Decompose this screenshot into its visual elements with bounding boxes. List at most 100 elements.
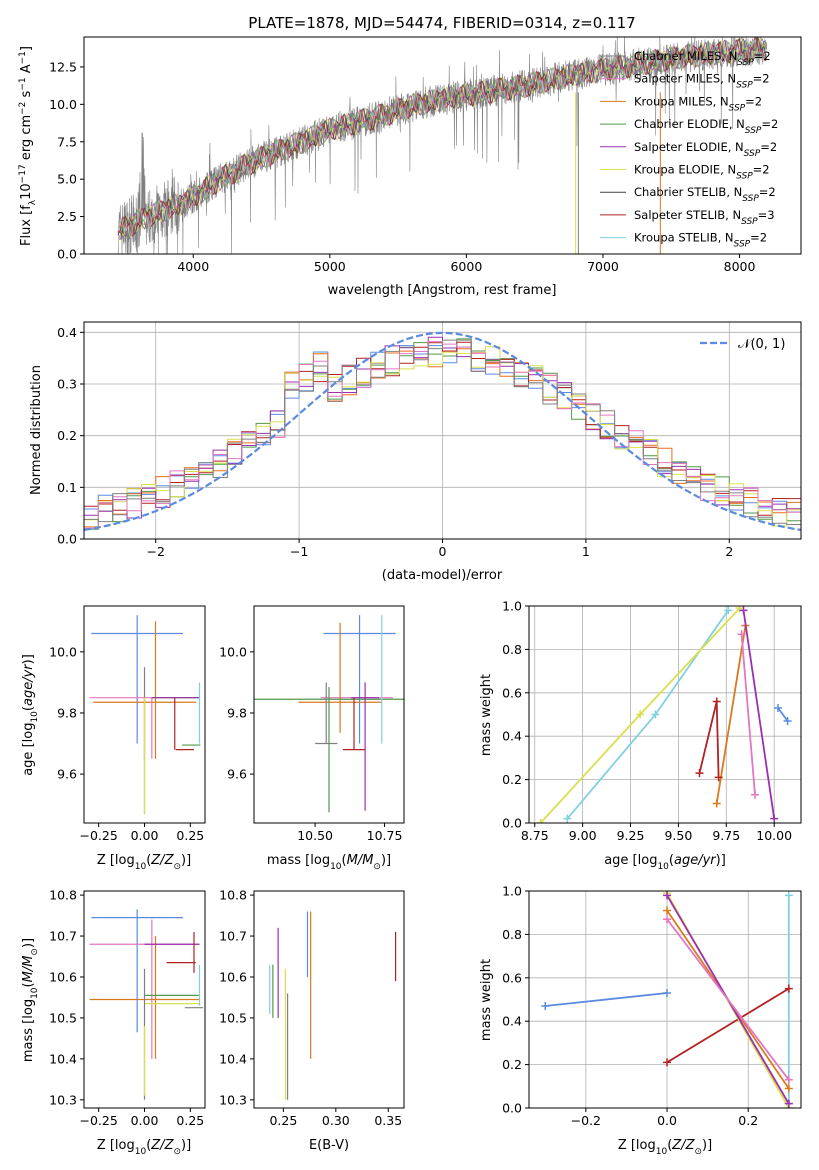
legend-label: Chabrier ELODIE, NSSP=2: [634, 117, 778, 136]
mass-weight-line-7: [698, 701, 720, 778]
y-tick-label: 0.6: [502, 685, 522, 700]
x-tick-label: 0.25: [176, 828, 204, 843]
label-part: =2: [750, 231, 767, 245]
label-part: )]: [702, 1138, 712, 1153]
x-axis-label: E(B-V): [309, 1138, 349, 1153]
mass-weight-marker: [714, 773, 723, 782]
y-tick-label: 1.0: [502, 599, 522, 614]
mass-weight-line-3: [666, 987, 790, 1064]
mass-weight-marker: [663, 906, 672, 915]
label-part: age [log: [21, 723, 36, 776]
axes-frame: [83, 321, 802, 540]
label-part: SSP: [745, 126, 762, 136]
label-part: M/M: [347, 853, 374, 868]
legend-label: Chabrier STELIB, NSSP=2: [634, 185, 776, 204]
mass-weight-line-2: [566, 609, 729, 820]
label-part: ⊙: [373, 862, 381, 872]
y-tick-label: 10.7: [49, 929, 77, 944]
x-tick-label: 2: [725, 544, 733, 559]
mass-weight-line-6: [740, 634, 756, 795]
model-spectrum-9: [117, 39, 767, 238]
y-axis-label: Normed distribution: [29, 365, 44, 495]
panel-4: 10.50 10.75 9.6 9.8 10.0 mass [log10(M/M⊙)]: [219, 605, 405, 872]
mass-weight-marker: [712, 799, 721, 808]
label-part: )]: [716, 853, 726, 868]
axes-frame: [528, 605, 802, 824]
axes-frame: [83, 605, 206, 824]
axes-frame: [253, 605, 405, 824]
y-tick-label: 10.4: [219, 1051, 247, 1066]
x-tick-label: 9.75: [712, 828, 740, 843]
y-tick-label: 10.0: [49, 644, 77, 659]
label-part: Chabrier MILES, N: [634, 49, 737, 63]
label-part: mass [log: [267, 853, 330, 868]
y-axis-label: age [log10(age/yr)]: [21, 654, 40, 776]
y-tick-label: 0.3: [57, 377, 77, 392]
y-tick-label: 0.6: [502, 970, 522, 985]
legend-label: Kroupa MILES, NSSP=2: [634, 94, 762, 113]
y-tick-label: 12.5: [49, 59, 77, 74]
axes-frame: [528, 890, 802, 1109]
label-part: ]: [19, 46, 34, 51]
model-spectrum-7: [117, 37, 767, 236]
y-tick-label: 9.6: [227, 767, 247, 782]
plot-area: [89, 909, 204, 1100]
label-part: =2: [761, 117, 778, 131]
x-tick-label: 10.75: [367, 828, 403, 843]
panel-6: −0.25 0.00 0.25 10.3 10.4 10.5 10.6 10.7 10.8 Z […: [21, 888, 206, 1157]
label-part: Chabrier STELIB, N: [634, 185, 742, 199]
y-axis-label: mass weight: [479, 674, 494, 756]
mass-weight-marker: [784, 1084, 793, 1093]
plot-area: [536, 606, 792, 823]
y-tick-label: 10.3: [49, 1092, 77, 1107]
y-tick-label: 10.5: [49, 1010, 77, 1025]
panel-5: 8.75 9.00 9.25 9.50 9.75 10.00 0.0 0.2 0.4 0.6 0.8…: [479, 599, 802, 872]
mass-weight-marker: [663, 1058, 672, 1067]
x-tick-label: 0.35: [374, 1113, 402, 1128]
x-tick-label: 1: [582, 544, 590, 559]
y-tick-label: 0.8: [502, 927, 522, 942]
x-tick-label: −0.2: [571, 1113, 601, 1128]
x-tick-label: 0.0: [657, 1113, 677, 1128]
x-axis-label: age [log10(age/yr)]: [604, 853, 726, 872]
label-part: =2: [760, 140, 777, 154]
panel-7: 0.25 0.30 0.35 10.3 10.4 10.5 10.6 10.7 10.8 E(B-…: [219, 888, 405, 1153]
label-part: 10: [135, 862, 147, 872]
y-tick-label: 9.6: [57, 767, 77, 782]
label-part: SSP: [729, 103, 746, 113]
mass-weight-marker: [695, 769, 704, 778]
y-tick-label: 0.2: [57, 428, 77, 443]
label-part: )]: [21, 938, 36, 948]
x-tick-label: 9.00: [569, 828, 597, 843]
y-tick-label: 0.8: [502, 642, 522, 657]
panel-1: 4000 5000 6000 7000 8000 0.0 2.5 5.0 7.5 10.0 12.5…: [18, 14, 802, 298]
label-part: Z [log: [618, 1138, 656, 1153]
x-tick-label: 7000: [587, 259, 619, 274]
axes-frame: [253, 890, 405, 1109]
label-part: Salpeter STELIB, N: [634, 208, 741, 222]
label-part: erg cm: [19, 115, 34, 164]
label-part: Kroupa ELODIE, N: [634, 163, 736, 177]
residual-histogram-6: [84, 346, 801, 527]
legend-label: Salpeter STELIB, NSSP=3: [634, 208, 775, 227]
panel-8: −0.2 0.0 0.2 0.0 0.2 0.4 0.6 0.8 1.0 mass weight Z…: [479, 884, 802, 1157]
legend-label: Kroupa STELIB, NSSP=2: [634, 231, 767, 250]
y-tick-label: 7.5: [57, 134, 77, 149]
label-part: (: [146, 853, 151, 868]
x-tick-label: 0.00: [131, 1113, 159, 1128]
x-tick-label: 4000: [177, 259, 209, 274]
y-tick-label: 10.7: [219, 929, 247, 944]
x-axis-label: Z [log10(Z/Z⊙)]: [97, 1138, 191, 1157]
y-tick-label: 9.8: [227, 705, 247, 720]
y-tick-label: 10.8: [219, 888, 247, 903]
plot-area: [89, 615, 201, 814]
plot-area: [254, 615, 404, 813]
mass-weight-marker: [663, 891, 672, 900]
mass-weight-marker: [563, 814, 572, 823]
y-tick-label: 10.8: [49, 888, 77, 903]
mass-weight-marker: [739, 606, 748, 615]
y-tick-label: 10.3: [219, 1092, 247, 1107]
y-axis-label: mass weight: [479, 959, 494, 1041]
y-tick-label: 10.6: [49, 969, 77, 984]
mass-weight-line-4: [715, 625, 747, 804]
